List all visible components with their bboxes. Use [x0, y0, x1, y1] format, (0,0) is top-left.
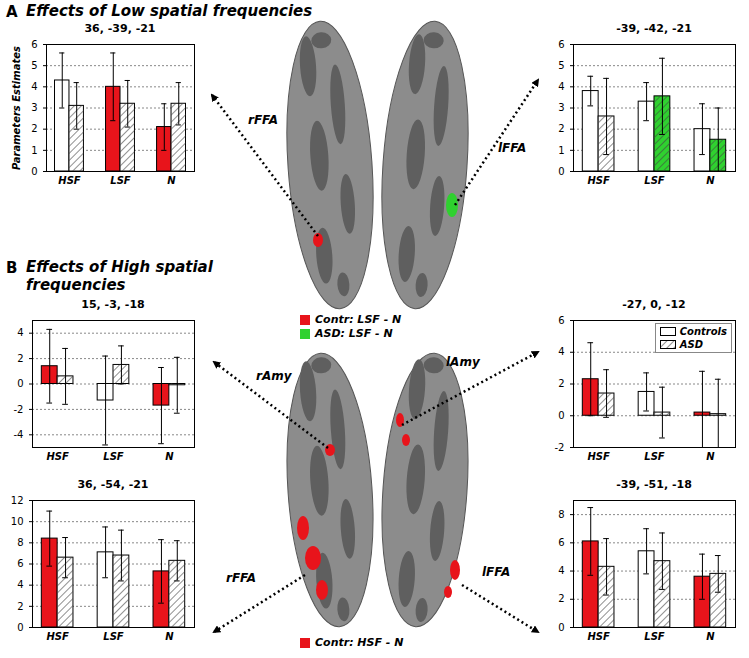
svg-text:HSF: HSF	[58, 175, 81, 186]
svg-text:HSF: HSF	[587, 631, 610, 642]
svg-text:5: 5	[558, 60, 564, 71]
svg-text:3: 3	[31, 102, 37, 113]
svg-text:N: N	[167, 175, 176, 186]
svg-text:12: 12	[11, 495, 24, 506]
svg-text:rAmy: rAmy	[256, 369, 293, 383]
svg-text:Parameters Estimates: Parameters Estimates	[11, 46, 22, 170]
svg-text:HSF: HSF	[587, 175, 610, 186]
svg-text:N: N	[165, 451, 174, 462]
svg-text:0: 0	[558, 410, 564, 421]
svg-text:LSF: LSF	[103, 631, 124, 642]
svg-text:4: 4	[558, 81, 564, 92]
svg-text:-2: -2	[555, 442, 565, 453]
svg-text:1: 1	[31, 145, 37, 156]
svg-text:N: N	[706, 631, 715, 642]
svg-text:HSF: HSF	[587, 451, 610, 462]
svg-text:lFFA: lFFA	[482, 565, 510, 579]
html-text:ASD: ASD	[679, 339, 703, 350]
svg-text:2: 2	[558, 378, 564, 389]
html-text:Contr: LSF - N: Contr: LSF - N	[315, 313, 402, 326]
svg-text:8: 8	[17, 537, 23, 548]
html-text:-27, 0, -12: -27, 0, -12	[622, 298, 686, 311]
svg-text:4: 4	[558, 346, 564, 357]
svg-text:8: 8	[558, 509, 564, 520]
html-text:A: A	[6, 3, 18, 21]
svg-text:rFFA: rFFA	[248, 113, 278, 127]
svg-text:6: 6	[558, 315, 564, 326]
svg-text:6: 6	[558, 39, 564, 50]
html-text:-39, -42, -21: -39, -42, -21	[616, 22, 692, 35]
svg-text:6: 6	[558, 537, 564, 548]
svg-text:N: N	[706, 175, 715, 186]
html-text:Effects of Low spatial frequen: Effects of Low spatial frequencies	[26, 2, 313, 20]
svg-text:4: 4	[17, 327, 23, 338]
svg-text:N: N	[165, 631, 174, 642]
svg-text:lAmy: lAmy	[446, 355, 481, 369]
svg-text:0: 0	[31, 166, 37, 177]
html-text:B: B	[6, 259, 18, 277]
svg-text:0: 0	[17, 378, 23, 389]
svg-text:LSF: LSF	[644, 175, 665, 186]
svg-text:5: 5	[31, 60, 37, 71]
svg-text:LSF: LSF	[103, 451, 124, 462]
svg-text:-2: -2	[14, 404, 24, 415]
svg-text:6: 6	[17, 558, 23, 569]
svg-text:3: 3	[558, 102, 564, 113]
svg-text:LSF: LSF	[644, 631, 665, 642]
svg-text:0: 0	[558, 622, 564, 633]
svg-text:0: 0	[558, 166, 564, 177]
svg-text:2: 2	[558, 593, 564, 604]
html-text:ASD: LSF - N: ASD: LSF - N	[315, 327, 393, 340]
html-text:Contr: HSF - N: Contr: HSF - N	[315, 636, 404, 649]
html-text:-39, -51, -18: -39, -51, -18	[616, 478, 692, 491]
svg-text:2: 2	[31, 123, 37, 134]
html-text:36, -54, -21: 36, -54, -21	[77, 478, 149, 491]
svg-text:LSF: LSF	[110, 175, 131, 186]
html-text:36, -39, -21: 36, -39, -21	[84, 22, 156, 35]
svg-text:4: 4	[31, 81, 37, 92]
html-text:15, -3, -18: 15, -3, -18	[81, 298, 145, 311]
svg-text:6: 6	[31, 39, 37, 50]
svg-text:2: 2	[17, 353, 23, 364]
svg-text:lFFA: lFFA	[498, 141, 526, 155]
svg-text:N: N	[706, 451, 715, 462]
svg-text:4: 4	[17, 579, 23, 590]
svg-text:HSF: HSF	[46, 451, 69, 462]
svg-text:HSF: HSF	[46, 631, 69, 642]
svg-text:2: 2	[558, 123, 564, 134]
svg-text:4: 4	[558, 565, 564, 576]
html-text:Controls: Controls	[679, 326, 727, 337]
svg-text:0: 0	[17, 622, 23, 633]
svg-text:1: 1	[558, 145, 564, 156]
svg-text:-4: -4	[14, 429, 24, 440]
svg-text:LSF: LSF	[644, 451, 665, 462]
svg-text:10: 10	[11, 516, 24, 527]
svg-text:2: 2	[17, 601, 23, 612]
html-text:Effects of High spatial freque: Effects of High spatial frequencies	[26, 258, 213, 294]
svg-text:rFFA: rFFA	[226, 571, 256, 585]
